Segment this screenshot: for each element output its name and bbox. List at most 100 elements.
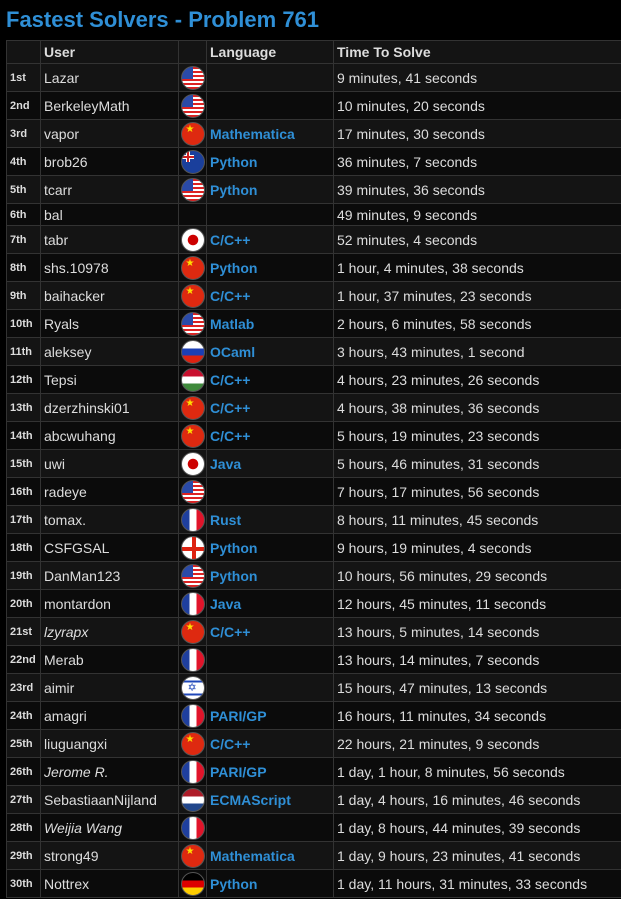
fr-flag-icon xyxy=(180,591,205,616)
user-link[interactable]: liuguangxi xyxy=(40,729,179,758)
table-row: 6th bal 49 minutes, 9 seconds xyxy=(6,203,621,226)
flag-cell xyxy=(178,533,207,562)
cn-flag-icon xyxy=(180,619,205,644)
flag-cell xyxy=(178,813,207,842)
user-link[interactable]: Nottrex xyxy=(40,869,179,898)
user-link[interactable]: DanMan123 xyxy=(40,561,179,590)
language-cell: C/C++ xyxy=(206,729,334,758)
rank-cell: 23rd xyxy=(6,673,41,702)
rank-cell: 14th xyxy=(6,421,41,450)
rank-cell: 25th xyxy=(6,729,41,758)
il-flag-icon xyxy=(180,675,205,700)
time-cell: 13 hours, 5 minutes, 14 seconds xyxy=(333,617,621,646)
language-cell: C/C++ xyxy=(206,421,334,450)
user-link[interactable]: uwi xyxy=(40,449,179,478)
flag-cell xyxy=(178,757,207,786)
user-link[interactable]: Jerome R. xyxy=(40,757,179,786)
user-link[interactable]: tomax. xyxy=(40,505,179,534)
time-cell: 1 hour, 4 minutes, 38 seconds xyxy=(333,253,621,282)
table-row: 28th Weijia Wang 1 day, 8 hours, 44 minute… xyxy=(6,813,621,842)
rank-cell: 9th xyxy=(6,281,41,310)
flag-cell xyxy=(178,645,207,674)
table-row: 15th uwi Java 5 hours, 46 minutes, 31 secon… xyxy=(6,449,621,478)
rank-cell: 1st xyxy=(6,63,41,92)
time-cell: 1 day, 4 hours, 16 minutes, 46 seconds xyxy=(333,785,621,814)
table-row: 2nd BerkeleyMath 10 minutes, 20 seconds xyxy=(6,91,621,120)
user-link[interactable]: vapor xyxy=(40,119,179,148)
time-cell: 1 hour, 37 minutes, 23 seconds xyxy=(333,281,621,310)
user-header: User xyxy=(40,40,179,64)
user-link[interactable]: amagri xyxy=(40,701,179,730)
user-link[interactable]: Tepsi xyxy=(40,365,179,394)
user-link[interactable]: aleksey xyxy=(40,337,179,366)
rank-cell: 22nd xyxy=(6,645,41,674)
user-link[interactable]: bal xyxy=(40,203,179,226)
time-cell: 5 hours, 19 minutes, 23 seconds xyxy=(333,421,621,450)
flag-cell xyxy=(178,203,207,226)
user-link[interactable]: aimir xyxy=(40,673,179,702)
language-cell: Python xyxy=(206,869,334,898)
table-row: 22nd Merab 13 hours, 14 minutes, 7 seconds xyxy=(6,645,621,674)
flag-cell xyxy=(178,175,207,204)
us-flag-icon xyxy=(180,177,205,202)
rank-cell: 17th xyxy=(6,505,41,534)
time-cell: 9 hours, 19 minutes, 4 seconds xyxy=(333,533,621,562)
user-link[interactable]: baihacker xyxy=(40,281,179,310)
user-link[interactable]: abcwuhang xyxy=(40,421,179,450)
table-row: 5th tcarr Python 39 minutes, 36 seconds xyxy=(6,175,621,204)
table-row: 27th SebastiaanNijland ECMAScript 1 day, 4 … xyxy=(6,785,621,814)
fr-flag-icon xyxy=(180,703,205,728)
time-cell: 22 hours, 21 minutes, 9 seconds xyxy=(333,729,621,758)
language-cell xyxy=(206,645,334,674)
user-link[interactable]: CSFGSAL xyxy=(40,533,179,562)
user-link[interactable]: BerkeleyMath xyxy=(40,91,179,120)
language-cell: OCaml xyxy=(206,337,334,366)
rank-cell: 13th xyxy=(6,393,41,422)
au-flag-icon xyxy=(180,149,205,174)
user-link[interactable]: dzerzhinski01 xyxy=(40,393,179,422)
user-link[interactable]: shs.10978 xyxy=(40,253,179,282)
rank-cell: 12th xyxy=(6,365,41,394)
user-link[interactable]: montardon xyxy=(40,589,179,618)
user-link[interactable]: SebastiaanNijland xyxy=(40,785,179,814)
user-link[interactable]: strong49 xyxy=(40,841,179,870)
flag-cell xyxy=(178,785,207,814)
rank-cell: 16th xyxy=(6,477,41,506)
flag-cell xyxy=(178,63,207,92)
flag-cell xyxy=(178,393,207,422)
time-cell: 9 minutes, 41 seconds xyxy=(333,63,621,92)
rank-header xyxy=(6,40,41,64)
user-link[interactable]: brob26 xyxy=(40,147,179,176)
user-link[interactable]: lzyrapx xyxy=(40,617,179,646)
user-link[interactable]: radeye xyxy=(40,477,179,506)
language-cell xyxy=(206,91,334,120)
de-flag-icon xyxy=(180,871,205,896)
time-cell: 1 day, 11 hours, 31 minutes, 33 seconds xyxy=(333,869,621,898)
user-link[interactable]: Merab xyxy=(40,645,179,674)
fr-flag-icon xyxy=(180,815,205,840)
cn-flag-icon xyxy=(180,843,205,868)
cn-flag-icon xyxy=(180,255,205,280)
rank-cell: 4th xyxy=(6,147,41,176)
user-link[interactable]: tcarr xyxy=(40,175,179,204)
cn-flag-icon xyxy=(180,423,205,448)
time-cell: 10 hours, 56 minutes, 29 seconds xyxy=(333,561,621,590)
rank-cell: 20th xyxy=(6,589,41,618)
table-row: 30th Nottrex Python 1 day, 11 hours, 31 min… xyxy=(6,869,621,898)
user-link[interactable]: Lazar xyxy=(40,63,179,92)
language-cell: C/C++ xyxy=(206,617,334,646)
table-row: 16th radeye 7 hours, 17 minutes, 56 second… xyxy=(6,477,621,506)
table-row: 4th brob26 Python 36 minutes, 7 seconds xyxy=(6,147,621,176)
flag-cell xyxy=(178,91,207,120)
cn-flag-icon xyxy=(180,395,205,420)
flag-cell xyxy=(178,869,207,898)
language-cell: ECMAScript xyxy=(206,785,334,814)
user-link[interactable]: tabr xyxy=(40,225,179,254)
time-cell: 1 day, 1 hour, 8 minutes, 56 seconds xyxy=(333,757,621,786)
flag-cell xyxy=(178,841,207,870)
user-link[interactable]: Ryals xyxy=(40,309,179,338)
user-link[interactable]: Weijia Wang xyxy=(40,813,179,842)
language-cell: PARI/GP xyxy=(206,701,334,730)
